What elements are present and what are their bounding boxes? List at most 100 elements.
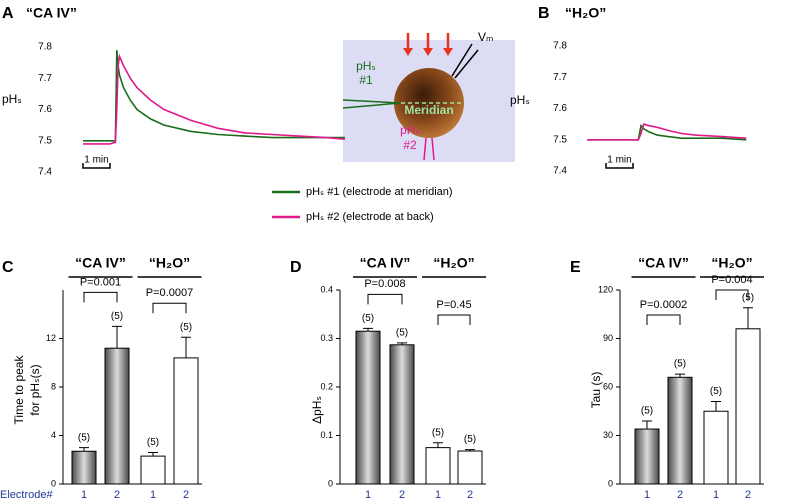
comparison-label: P=0.004 — [711, 274, 752, 286]
trace — [587, 123, 747, 141]
y-tick-label: 0 — [328, 478, 333, 488]
group-label: “H₂O” — [149, 255, 190, 271]
y-tick-label: 0 — [51, 478, 56, 488]
chart-title: “CA IV” — [26, 5, 77, 21]
group-label: “CA IV” — [75, 255, 126, 271]
bar — [457, 450, 483, 485]
n-label: (5) — [464, 434, 476, 445]
error-bar — [148, 451, 158, 457]
inset-label: pHₛ — [356, 59, 376, 73]
comparison-bracket — [437, 314, 471, 325]
bar — [104, 347, 130, 485]
y-tick-label: 7.7 — [38, 73, 52, 84]
comparison-label: P=0.45 — [436, 299, 471, 311]
scale-bar — [82, 163, 111, 169]
legend-label: pHₛ #2 (electrode at back) — [306, 211, 434, 223]
comparison-bracket — [83, 291, 118, 303]
panel-label: B — [538, 5, 550, 22]
y-tick-label: 7.5 — [553, 134, 567, 145]
panel-label: D — [290, 259, 302, 276]
error-bar — [675, 373, 685, 378]
x-tick-label: 2 — [399, 489, 405, 501]
comparison-bracket — [367, 293, 403, 305]
y-tick-label: 7.5 — [38, 135, 52, 146]
arrow-heads — [403, 48, 453, 56]
scale-bar-label: 1 min — [84, 155, 108, 166]
inset-label: #2 — [403, 138, 417, 152]
n-label: (5) — [674, 359, 686, 370]
scale-bar — [605, 163, 634, 169]
comparison-bracket — [646, 314, 681, 325]
error-bar — [363, 327, 373, 332]
n-label: (5) — [147, 437, 159, 448]
x-tick-label: 1 — [81, 489, 87, 501]
x-tick-label: 1 — [365, 489, 371, 501]
y-tick-label: 0.2 — [320, 381, 333, 391]
comparison-label: P=0.0007 — [146, 287, 193, 299]
y-tick-label: 90 — [603, 333, 613, 343]
y-tick-label: 7.6 — [38, 104, 52, 115]
electrode-2 — [423, 137, 435, 161]
y-axis-label: pHₛ — [510, 93, 530, 107]
bar — [71, 450, 97, 485]
error-bar — [79, 447, 89, 452]
y-tick-label: 12 — [46, 333, 56, 343]
inset-label: Vₘ — [478, 30, 493, 44]
x-tick-label: 2 — [745, 489, 751, 501]
error-bar — [397, 342, 407, 345]
y-tick-label: 60 — [603, 381, 613, 391]
n-label: (5) — [111, 311, 123, 322]
x-tick-label: 2 — [114, 489, 120, 501]
bar — [140, 455, 166, 485]
comparison-bracket — [152, 302, 187, 314]
inset-label: pHₛ — [400, 123, 420, 137]
y-tick-label: 8 — [51, 381, 56, 391]
comparison-label: P=0.0002 — [640, 299, 687, 311]
y-tick-label: 7.7 — [553, 72, 567, 83]
y-tick-label: 0.1 — [320, 430, 333, 440]
panel-label: A — [2, 5, 14, 22]
inset-label: #1 — [359, 73, 373, 87]
comparison-bracket — [715, 289, 749, 300]
error-bar — [112, 325, 122, 349]
n-label: (5) — [432, 427, 444, 438]
y-axis-label: ΔpHₛ — [310, 396, 324, 424]
chart-title: “H₂O” — [565, 5, 606, 21]
n-label: (5) — [396, 328, 408, 339]
x-tick-label: 1 — [150, 489, 156, 501]
panel-label: E — [570, 259, 581, 276]
error-bar — [642, 420, 652, 430]
y-axis-label: Time to peak — [12, 355, 26, 425]
x-tick-label: 2 — [677, 489, 683, 501]
y-tick-label: 7.8 — [553, 41, 567, 52]
group-label: “CA IV” — [360, 255, 411, 271]
y-axis-label: pHₛ — [2, 92, 22, 106]
y-tick-label: 30 — [603, 430, 613, 440]
legend-label: pHₛ #1 (electrode at meridian) — [306, 186, 453, 198]
y-tick-label: 0 — [608, 478, 613, 488]
panel-label: C — [2, 259, 14, 276]
inset-label: Meridian — [404, 103, 453, 117]
error-bar — [433, 442, 443, 448]
y-tick-label: 0.3 — [320, 333, 333, 343]
n-label: (5) — [78, 432, 90, 443]
n-label: (5) — [641, 406, 653, 417]
trace — [83, 53, 345, 145]
trace — [587, 123, 747, 141]
x-tick-label: 2 — [467, 489, 473, 501]
comparison-label: P=0.008 — [364, 278, 405, 290]
y-tick-label: 4 — [51, 430, 56, 440]
n-label: (5) — [710, 386, 722, 397]
error-bar — [743, 307, 753, 329]
y-tick-label: 120 — [598, 284, 613, 294]
bar — [735, 328, 761, 485]
y-tick-label: 7.4 — [553, 166, 567, 177]
bar — [425, 447, 451, 485]
y-tick-label: 0.4 — [320, 284, 333, 294]
group-label: “H₂O” — [711, 255, 752, 271]
x-tick-label: 1 — [644, 489, 650, 501]
x-tick-label: 2 — [183, 489, 189, 501]
x-axis-label: Electrode# — [0, 489, 53, 501]
group-label: “H₂O” — [433, 255, 474, 271]
